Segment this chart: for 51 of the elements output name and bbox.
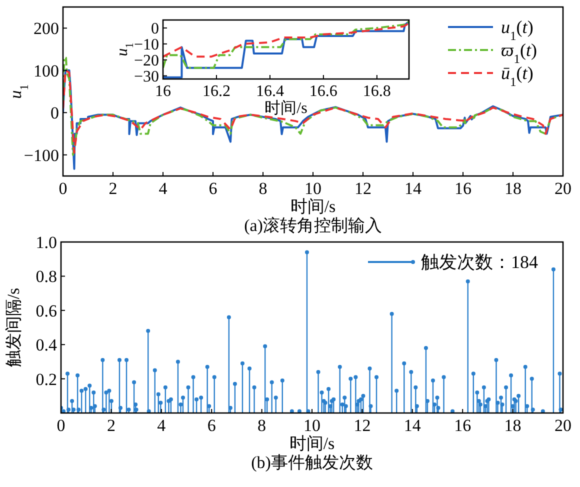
x-tick-label: 18 [504,179,522,198]
y-tick-label: 0.4 [36,336,58,355]
x-tick-label: 2 [108,179,118,198]
y-tick-label: −20 [134,52,159,70]
y-tick-label: 100 [34,61,59,80]
x-tick-label: 16.4 [256,83,284,100]
y-tick-label: 0 [151,20,159,38]
line-series [163,20,409,78]
x-tick-label: 4 [158,179,168,198]
x-tick-label: 14 [404,179,422,198]
y-tick-label: −10 [134,36,159,54]
x-tick-label: 12 [354,179,372,198]
x-tick-label: 16.6 [309,83,338,100]
x-tick-label: 14 [404,416,422,435]
x-tick-label: 16 [454,179,472,198]
x-tick-label: 16.8 [362,83,391,100]
y-tick-label: 0.8 [36,267,57,286]
x-tick-label: 18 [504,416,522,435]
x-tick-label: 6 [207,416,216,435]
y-tick-label: 0.2 [36,370,57,389]
y-axis-title: 触发间隔/s [4,288,23,368]
x-axis-title: 时间/s [264,99,308,117]
legend-label: ϖ$_{1}$(t) [501,40,538,66]
x-tick-label: 12 [354,416,371,435]
y-tick-label: −100 [24,146,59,165]
y-tick-label: 0.6 [36,301,57,320]
x-tick-label: 2 [106,416,116,435]
x-tick-label: 16 [155,83,171,100]
text: (a)滚转角控制输入 [244,216,382,235]
x-tick-label: 10 [304,179,322,198]
x-tick-label: 8 [258,416,266,435]
x-tick-label: 20 [554,416,572,435]
x-axis-title: 时间/s [289,434,335,453]
x-tick-label: 8 [258,179,268,198]
line-series [163,22,409,58]
x-tick-label: 20 [554,179,572,198]
legend-label: 触发次数：184 [421,252,538,272]
x-axis-title: 时间/s [290,197,336,216]
legend-label: u$_{1}$(t) [501,17,534,43]
y-tick-label: 1.0 [36,232,57,252]
x-tick-label: 16.2 [202,83,230,100]
text: (b)事件触发次数 [251,453,373,472]
y-tick-label: 200 [34,19,59,38]
legend-label: ū$_{1}$(t) [501,63,534,89]
line-series [163,20,409,69]
x-tick-label: 16 [454,416,472,435]
x-tick-label: 4 [157,416,166,435]
x-tick-label: 10 [304,416,320,435]
y-tick-label: −30 [134,68,159,86]
y-tick-label: 0 [50,104,59,123]
x-tick-label: 6 [208,179,218,198]
